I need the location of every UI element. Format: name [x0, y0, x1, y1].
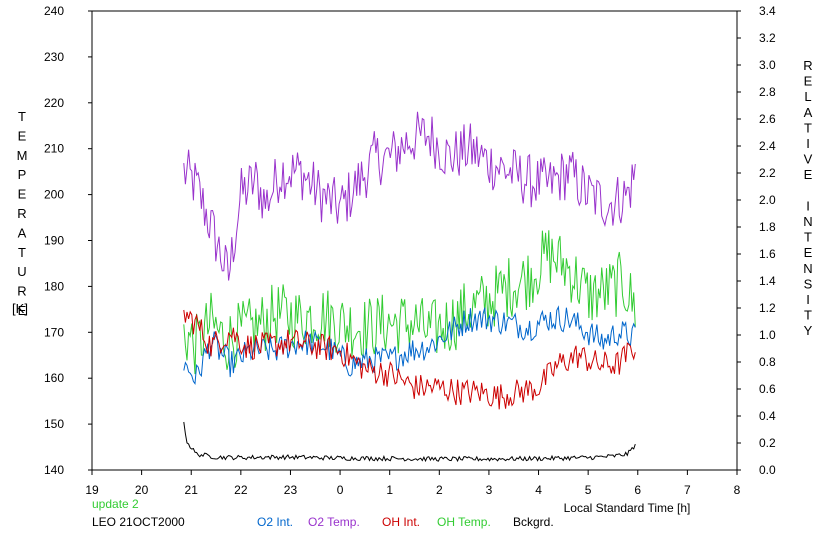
- y-right-tick-label: 3.4: [759, 4, 776, 18]
- legend-item: OH Int.: [382, 515, 421, 529]
- y-right-label-letter: L: [804, 89, 811, 104]
- x-tick-label: 20: [135, 483, 149, 497]
- y-right-label-letter: V: [804, 152, 813, 167]
- y-right-label-letter: S: [804, 276, 813, 291]
- y-left-tick-label: 160: [44, 371, 64, 385]
- y-left-tick-label: 230: [44, 50, 64, 64]
- y-left-tick-label: 220: [44, 96, 64, 110]
- y-right-label-letter: R: [803, 58, 812, 73]
- y-right-tick-label: 2.0: [759, 193, 776, 207]
- x-tick-label: 19: [85, 483, 99, 497]
- x-tick-label: 22: [234, 483, 248, 497]
- y-left-label-letter: T: [18, 109, 26, 124]
- x-axis: 19 20 21 22 23 0 1 2 3 4 5 6 7 8: [85, 470, 741, 497]
- x-tick-label: 4: [535, 483, 542, 497]
- y-left-tick-label: 150: [44, 417, 64, 431]
- y-right-tick-label: 1.4: [759, 274, 776, 288]
- y-right-label-letter: E: [804, 245, 813, 260]
- y-right-label-letter: I: [806, 136, 810, 151]
- y-right-tick-label: 1.6: [759, 247, 776, 261]
- y-right-label-letter: N: [803, 214, 812, 229]
- y-right-label-letter: T: [804, 308, 812, 323]
- y-left-label-letter: U: [17, 264, 26, 279]
- y-right-tick-label: 3.2: [759, 31, 776, 45]
- y-left-label-letter: M: [17, 148, 28, 163]
- y-right-tick-label: 0.0: [759, 463, 776, 477]
- y-right-tick-label: 0.4: [759, 409, 776, 423]
- y-right-label-letter: T: [804, 120, 812, 135]
- y-left-label-letter: A: [18, 225, 27, 240]
- y-right-tick-label: 2.4: [759, 139, 776, 153]
- y-right-label-letter: E: [804, 74, 813, 89]
- legend-item: OH Temp.: [437, 515, 491, 529]
- y-right-tick-label: 0.6: [759, 382, 776, 396]
- y-right-tick-label: 0.2: [759, 436, 776, 450]
- x-tick-label: 23: [284, 483, 298, 497]
- y-left-label-letter: E: [18, 128, 27, 143]
- plot-frame: [91, 10, 738, 471]
- y-right-label-letter: E: [804, 167, 813, 182]
- series-line: [183, 111, 636, 281]
- x-tick-label: 5: [585, 483, 592, 497]
- x-tick-label: 7: [684, 483, 691, 497]
- series-line: [183, 230, 636, 375]
- y-right-label-letter: A: [804, 105, 813, 120]
- y-right-tick-label: 1.2: [759, 301, 776, 315]
- y-left-tick-label: 180: [44, 279, 64, 293]
- x-tick-label: 6: [634, 483, 641, 497]
- y-left-label-letter: R: [17, 206, 26, 221]
- y-right-tick-label: 1.8: [759, 220, 776, 234]
- station-label: LEO 21OCT2000: [92, 515, 185, 529]
- y-left-label-letter: E: [18, 187, 27, 202]
- x-tick-label: 2: [436, 483, 443, 497]
- y-right-tick-label: 1.0: [759, 328, 776, 342]
- y-right-label-letter: N: [803, 261, 812, 276]
- x-tick-label: 1: [386, 483, 393, 497]
- series-line: [183, 305, 636, 385]
- y-right-label-letter: T: [804, 230, 812, 245]
- y-left-tick-label: 240: [44, 4, 64, 18]
- right-axis: 0.0 0.2 0.4 0.6 0.8 1.0 1.2 1.4 1.6 1.8 2.0 2.2 2.4 2…: [737, 4, 776, 477]
- legend-item: O2 Int.: [257, 515, 294, 529]
- y-right-tick-label: 2.2: [759, 166, 776, 180]
- y-right-tick-label: 2.6: [759, 112, 776, 126]
- y-left-tick-label: 170: [44, 325, 64, 339]
- x-axis-label: Local Standard Time [h]: [564, 501, 691, 515]
- left-axis: 140 150 160 170 180 190 200 210 220 230 240: [44, 4, 92, 477]
- y-left-tick-label: 190: [44, 234, 64, 248]
- y-left-tick-label: 200: [44, 188, 64, 202]
- series-group: [183, 111, 636, 463]
- y-left-label-letter: P: [18, 167, 27, 182]
- legend-item: Bckgrd.: [513, 515, 554, 529]
- y-left-label-letter: R: [17, 284, 26, 299]
- update-note: update 2: [92, 497, 139, 511]
- y-right-tick-label: 3.0: [759, 58, 776, 72]
- y-right-label-letter: I: [806, 292, 810, 307]
- y-right-label-letter: Y: [804, 323, 813, 338]
- y-left-tick-label: 210: [44, 142, 64, 156]
- x-tick-label: 0: [337, 483, 344, 497]
- y-left-label-letter: E: [18, 303, 27, 318]
- y-left-tick-label: 140: [44, 463, 64, 477]
- x-tick-label: 21: [185, 483, 199, 497]
- series-line: [183, 421, 636, 463]
- y-right-tick-label: 2.8: [759, 85, 776, 99]
- legend-item: O2 Temp.: [308, 515, 360, 529]
- y-left-unit: [K]: [12, 301, 28, 316]
- y-right-tick-label: 0.8: [759, 355, 776, 369]
- y-left-label-letter: T: [18, 245, 26, 260]
- x-tick-label: 3: [486, 483, 493, 497]
- x-tick-label: 8: [734, 483, 741, 497]
- y-right-label-letter: I: [806, 198, 810, 213]
- series-line: [183, 309, 636, 410]
